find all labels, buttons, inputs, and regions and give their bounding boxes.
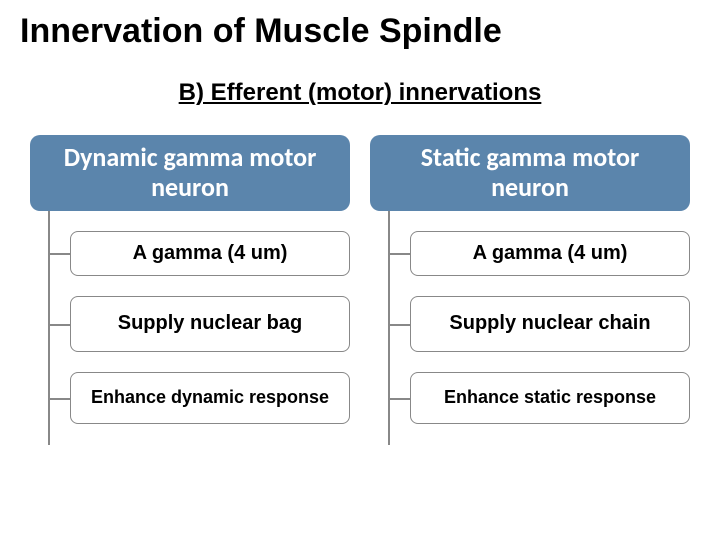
left-child-1-wrap: A gamma (4 um) bbox=[70, 231, 350, 276]
left-child-2-wrap: Supply nuclear bag bbox=[70, 296, 350, 352]
left-child-1: A gamma (4 um) bbox=[70, 231, 350, 276]
left-child-2: Supply nuclear bag bbox=[70, 296, 350, 352]
right-header-box: Static gamma motor neuron bbox=[370, 135, 690, 211]
left-branch-1 bbox=[48, 253, 70, 255]
right-child-1: A gamma (4 um) bbox=[410, 231, 690, 276]
right-child-2-wrap: Supply nuclear chain bbox=[410, 296, 690, 352]
right-child-3-wrap: Enhance static response bbox=[410, 372, 690, 424]
section-subtitle: B) Efferent (motor) innervations bbox=[0, 79, 720, 107]
left-branch-3 bbox=[48, 398, 70, 400]
left-child-3: Enhance dynamic response bbox=[70, 372, 350, 424]
diagram-columns: Dynamic gamma motor neuron A gamma (4 um… bbox=[0, 135, 720, 424]
right-child-3: Enhance static response bbox=[410, 372, 690, 424]
left-header-box: Dynamic gamma motor neuron bbox=[30, 135, 350, 211]
right-branch-1 bbox=[388, 253, 410, 255]
right-child-2: Supply nuclear chain bbox=[410, 296, 690, 352]
right-branch-2 bbox=[388, 324, 410, 326]
left-column: Dynamic gamma motor neuron A gamma (4 um… bbox=[30, 135, 350, 424]
right-branch-3 bbox=[388, 398, 410, 400]
right-column: Static gamma motor neuron A gamma (4 um)… bbox=[370, 135, 690, 424]
left-branch-2 bbox=[48, 324, 70, 326]
left-child-3-wrap: Enhance dynamic response bbox=[70, 372, 350, 424]
page-title: Innervation of Muscle Spindle bbox=[0, 0, 720, 51]
right-child-1-wrap: A gamma (4 um) bbox=[410, 231, 690, 276]
